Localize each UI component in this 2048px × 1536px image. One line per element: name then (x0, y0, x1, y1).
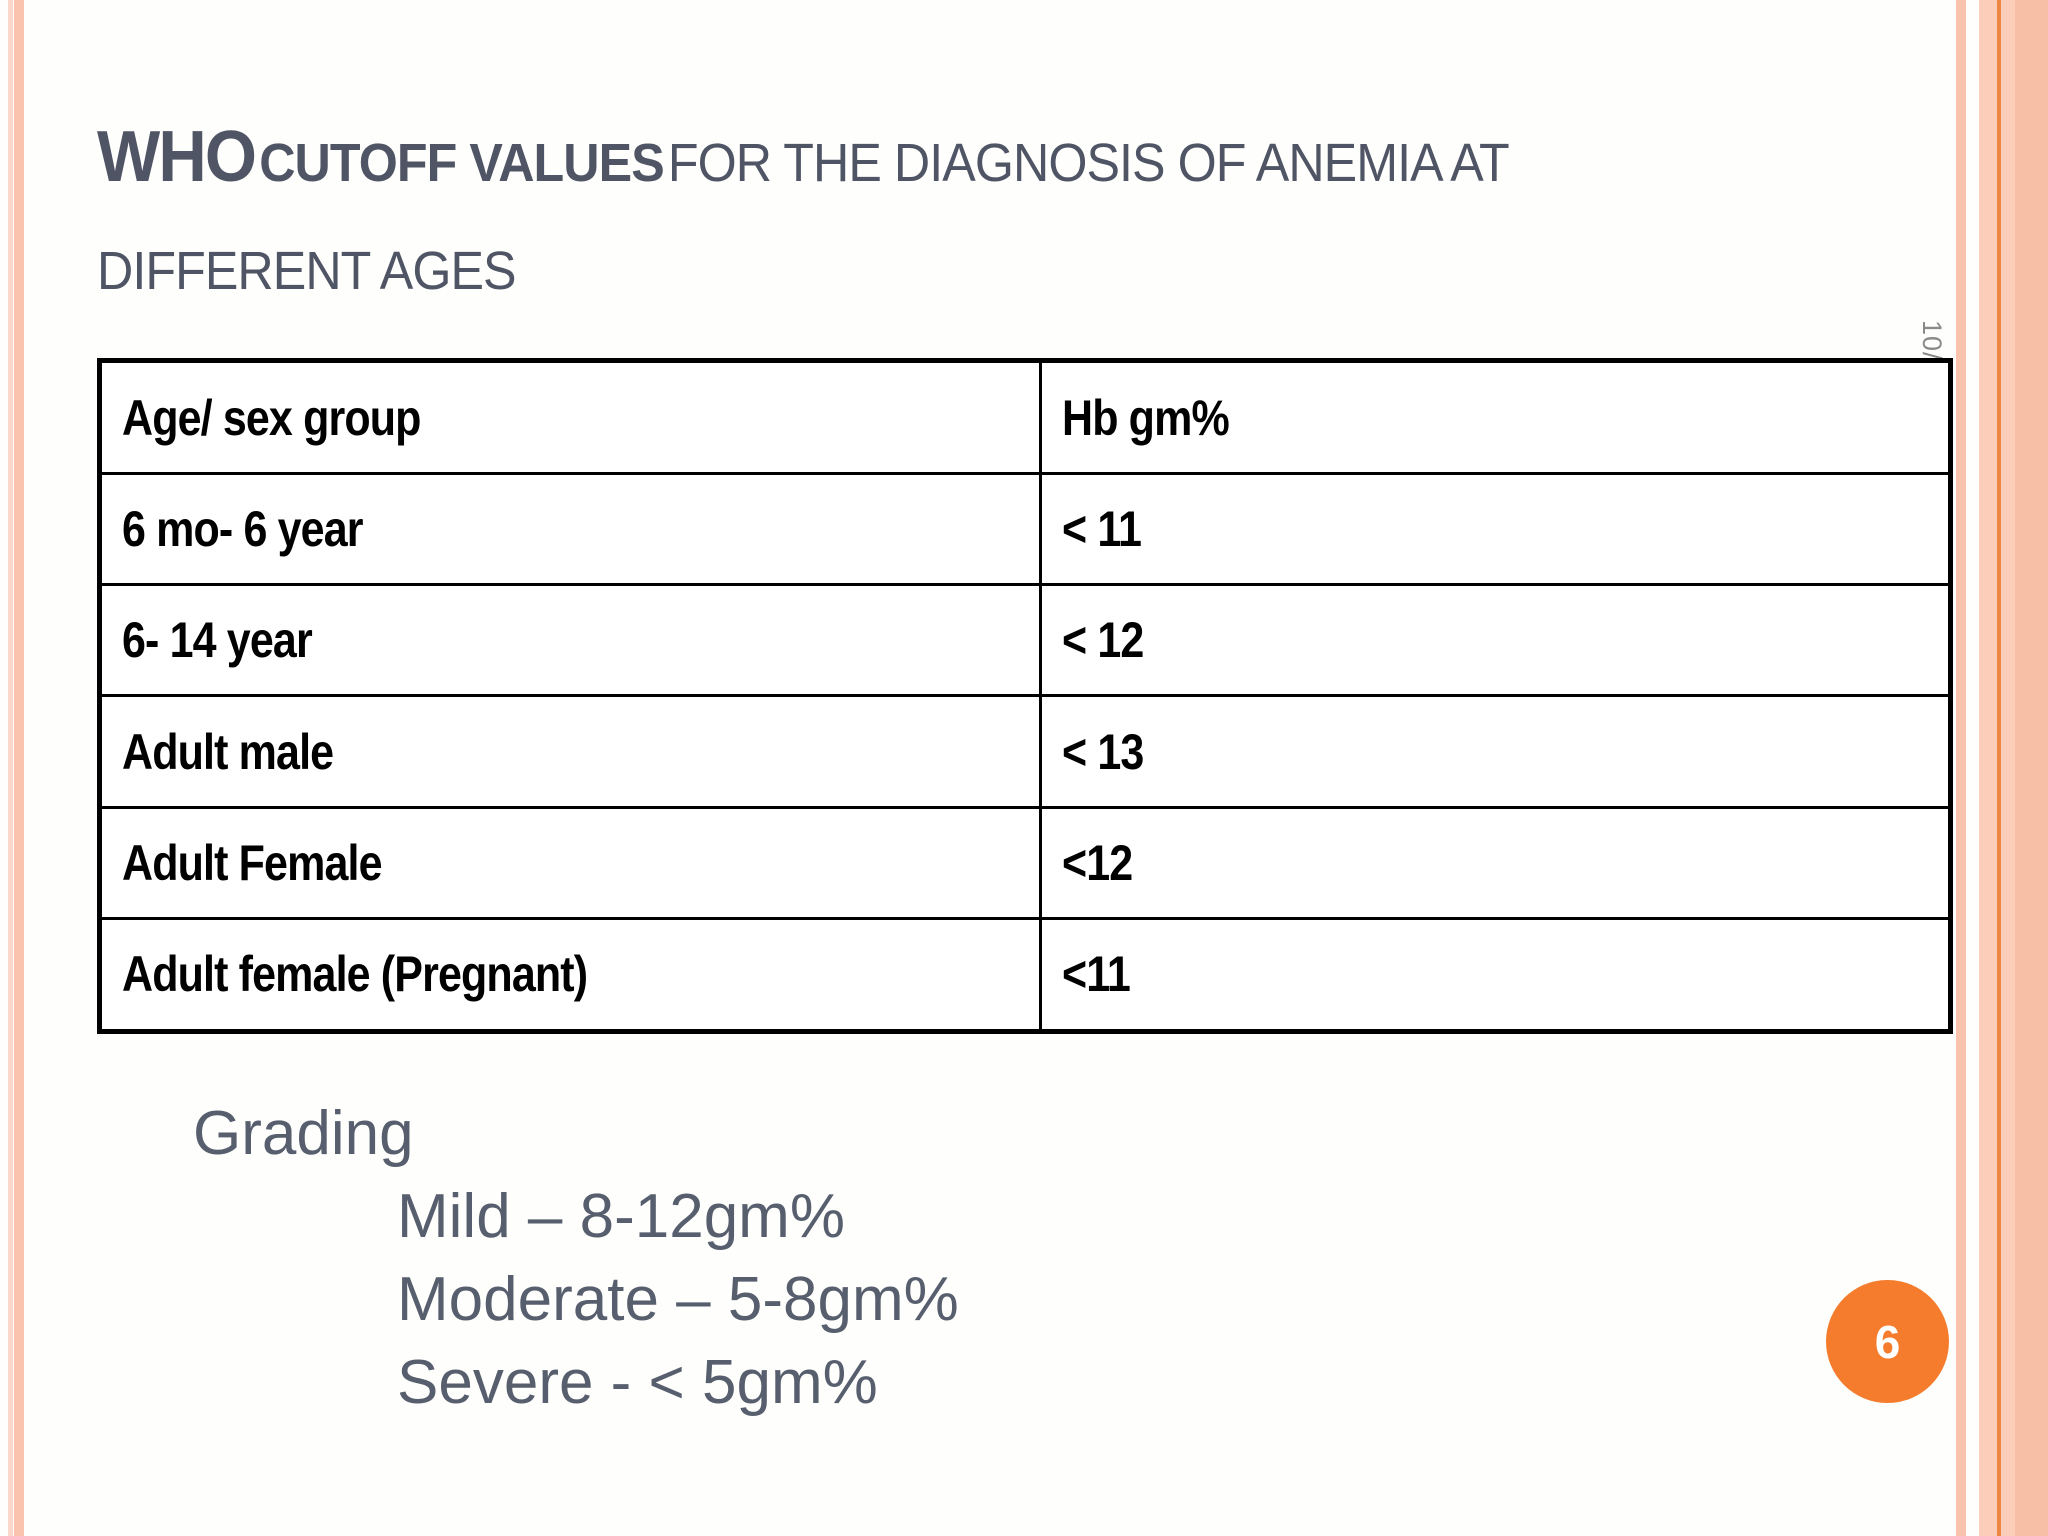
title-rest-text: FOR THE DIAGNOSIS OF ANEMIA AT (667, 133, 1510, 193)
right-border-accent-line (1997, 0, 2001, 1536)
table-header-row: Age/ sex group Hb gm% (98, 358, 1952, 476)
header-cell-hb: Hb gm% (1039, 358, 1952, 476)
slide-title-line2: DIFFERENT AGES (97, 241, 517, 301)
cell-text: < 12 (1062, 612, 1144, 669)
left-border-stripe-thin (8, 0, 13, 1536)
cell-text: < 11 (1062, 501, 1142, 558)
cell-text: Adult male (122, 723, 334, 780)
cell-value: < 12 (1039, 583, 1952, 698)
right-border-band-outer (2015, 0, 2048, 1536)
header-label: Hb gm% (1062, 389, 1230, 446)
slide-title-line1: WHO CUTOFF VALUES FOR THE DIAGNOSIS OF A… (97, 116, 1510, 198)
left-border-stripe-thick (14, 0, 24, 1536)
right-border-stripe-inner (1956, 0, 1966, 1536)
cell-group: Adult female (Pregnant) (98, 916, 1042, 1034)
cell-text: <11 (1062, 946, 1131, 1003)
cutoff-values-table: Age/ sex group Hb gm% 6 mo- 6 year < 11 … (97, 358, 1953, 1034)
cell-text: <12 (1062, 834, 1133, 891)
grading-item-mild: Mild – 8-12gm% (397, 1182, 845, 1251)
grading-item-severe: Severe - < 5gm% (397, 1348, 878, 1417)
title-emphasis-text: CUTOFF VALUES (259, 133, 664, 193)
cell-text: < 13 (1062, 723, 1144, 780)
cell-text: 6 mo- 6 year (122, 501, 364, 558)
cell-text: Adult female (Pregnant) (122, 946, 588, 1003)
cell-value: <11 (1039, 916, 1952, 1034)
title-lead-text: WHO (97, 117, 257, 197)
page-number-badge: 6 (1826, 1280, 1949, 1403)
grading-block: Grading Mild – 8-12gm% Moderate – 5-8gm%… (193, 1092, 959, 1424)
cell-group: Adult Female (98, 805, 1042, 920)
page-number: 6 (1874, 1315, 1901, 1368)
grading-heading: Grading (193, 1099, 414, 1168)
cell-group: 6- 14 year (98, 583, 1042, 698)
grading-item-moderate: Moderate – 5-8gm% (397, 1265, 959, 1334)
cell-text: 6- 14 year (122, 612, 313, 669)
header-cell-age-sex-group: Age/ sex group (98, 358, 1042, 476)
header-label: Age/ sex group (122, 389, 421, 446)
table-row: Adult male < 13 (98, 694, 1952, 809)
table-row: Adult Female <12 (98, 805, 1952, 920)
table-row: 6- 14 year < 12 (98, 583, 1952, 698)
right-border-band (1979, 0, 1997, 1536)
cell-value: < 13 (1039, 694, 1952, 809)
cell-value: <12 (1039, 805, 1952, 920)
right-border-band-2 (2001, 0, 2015, 1536)
cell-text: Adult Female (122, 834, 383, 891)
table-row: Adult female (Pregnant) <11 (98, 916, 1952, 1034)
table-row: 6 mo- 6 year < 11 (98, 472, 1952, 587)
cell-group: Adult male (98, 694, 1042, 809)
cell-group: 6 mo- 6 year (98, 472, 1042, 587)
cell-value: < 11 (1039, 472, 1952, 587)
